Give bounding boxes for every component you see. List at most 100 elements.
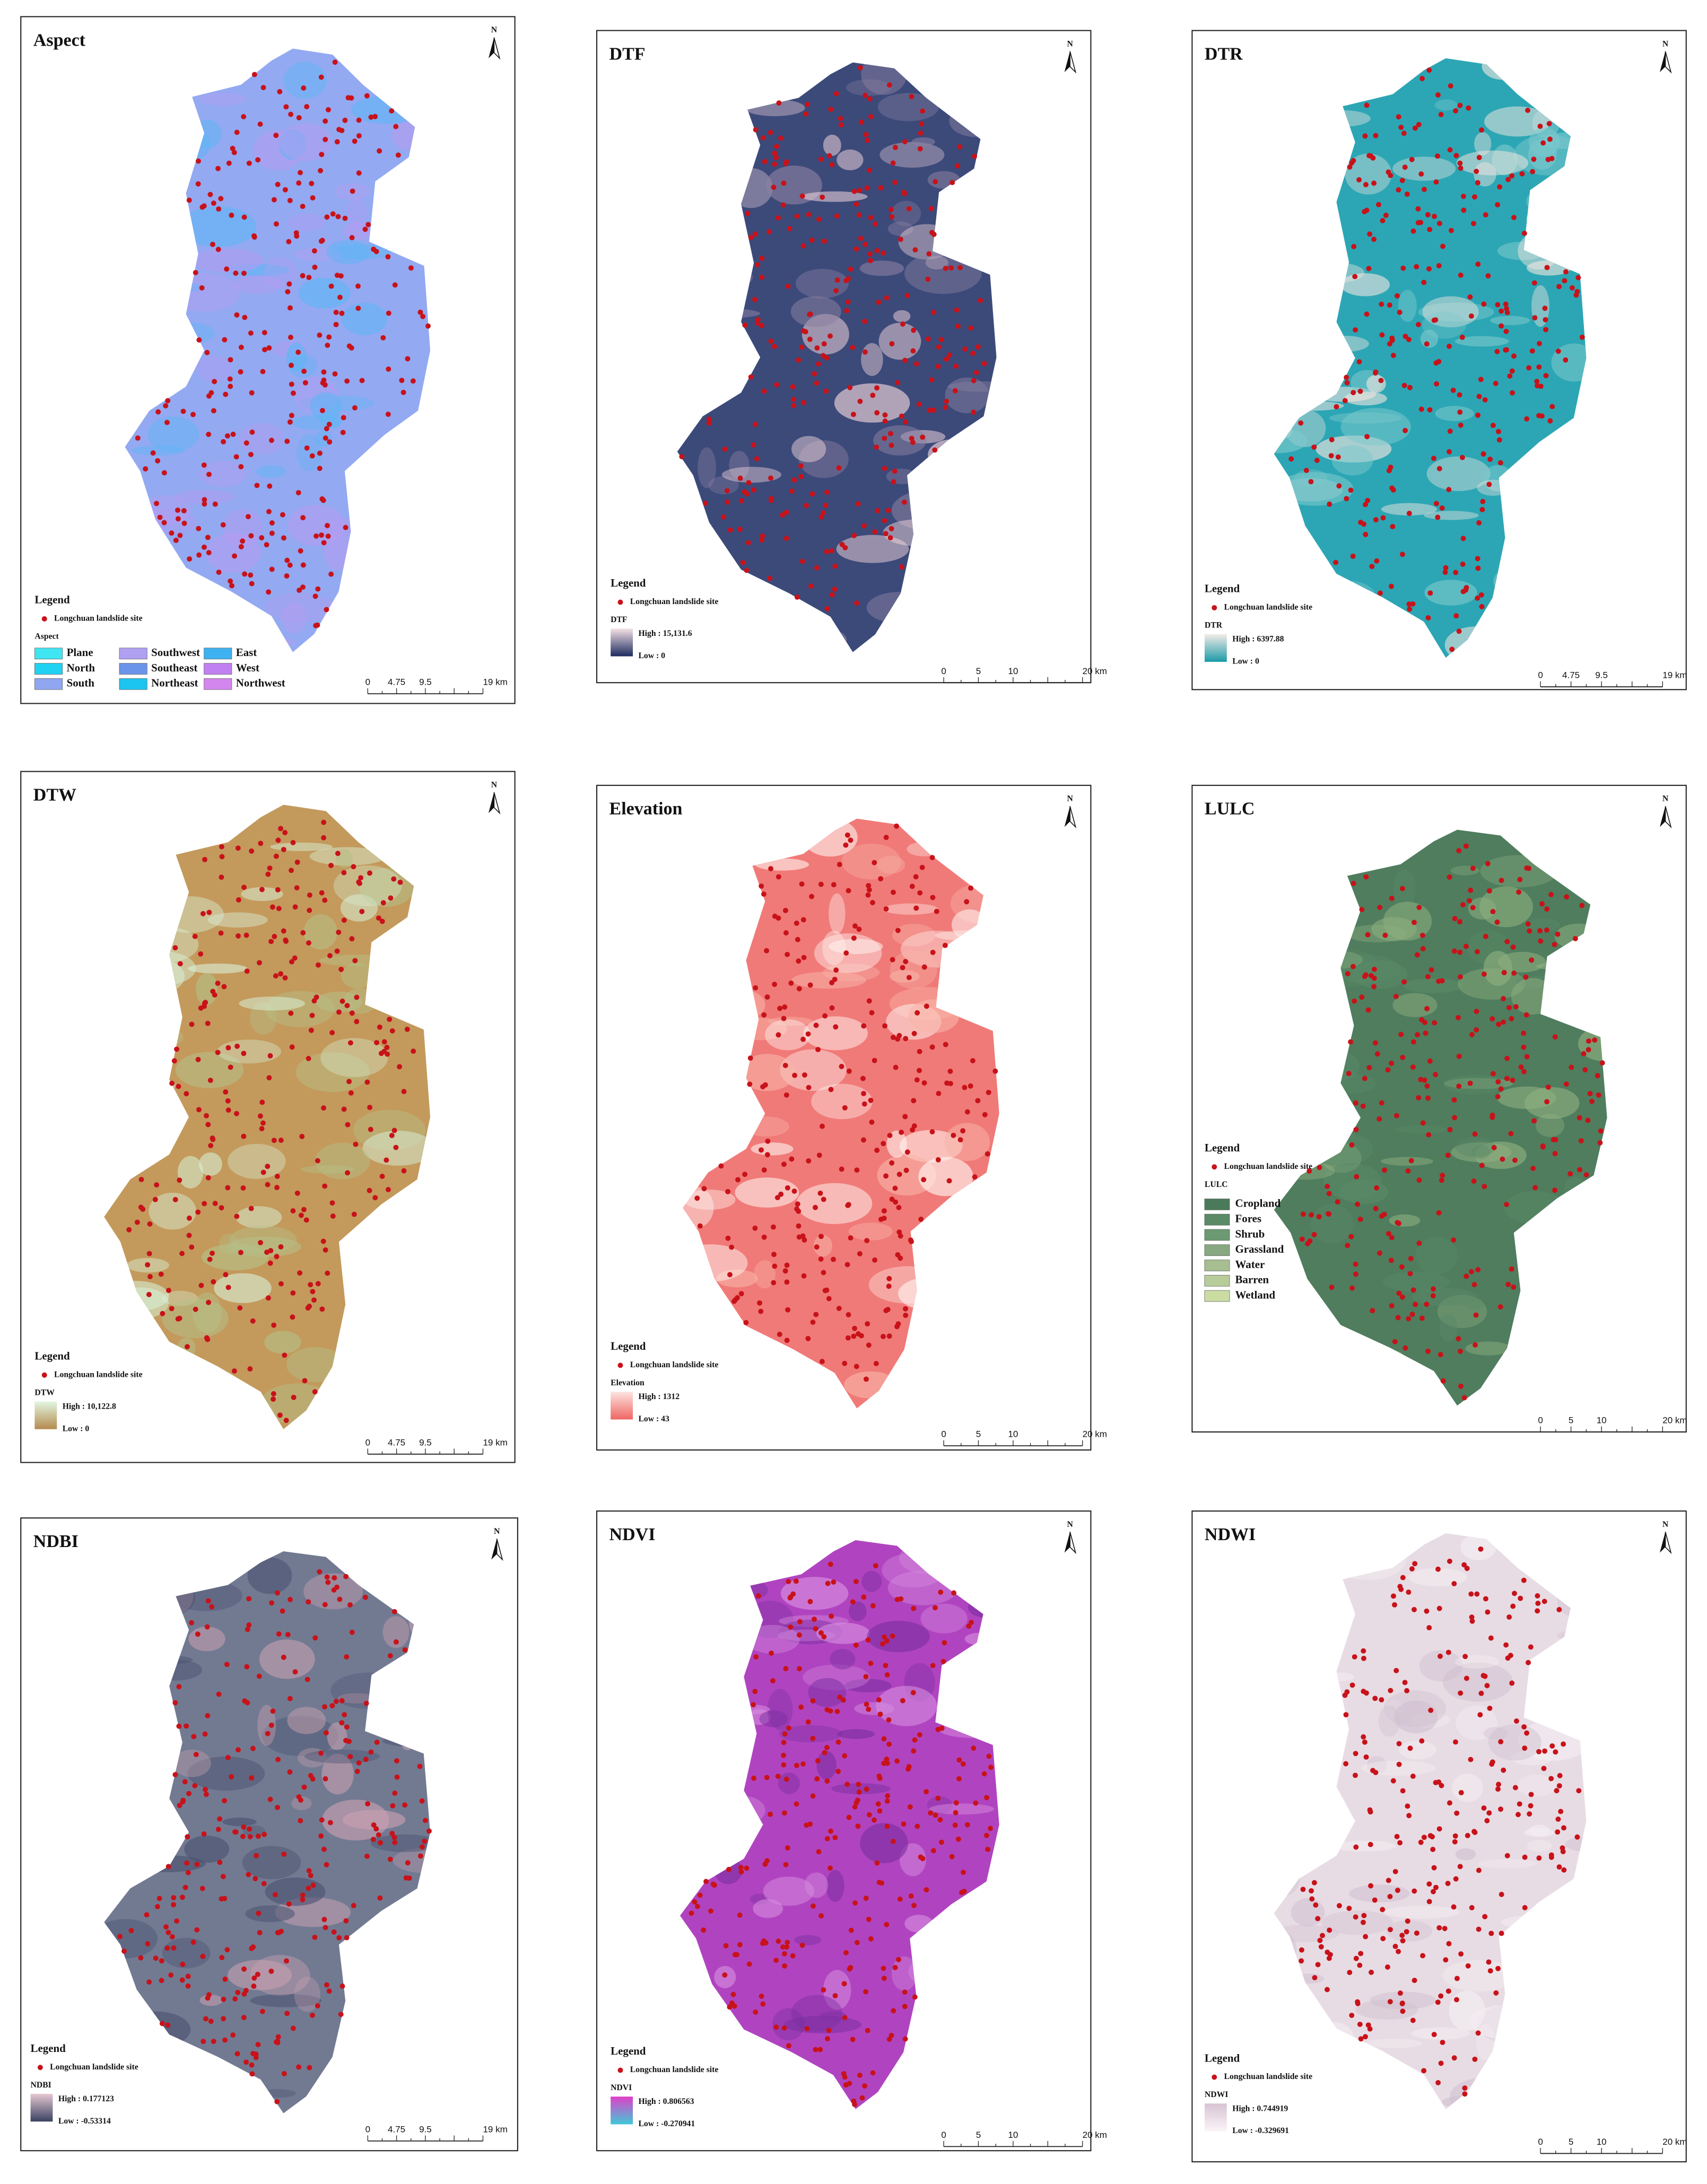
landslide-site [1431,1286,1436,1292]
landslide-site [1569,1064,1574,1070]
landslide-site [154,501,160,506]
landslide-site [737,1942,743,1947]
landslide-site [265,1182,271,1187]
landslide-site [1299,1236,1305,1242]
map-patch [1443,1074,1505,1095]
landslide-site [1578,1138,1584,1143]
landslide-site [824,1778,830,1784]
landslide-site [306,1868,312,1874]
landslide-site [1461,194,1466,199]
landslide-site [249,2062,255,2068]
landslide-site [145,1262,151,1268]
panel-title: DTR [1205,44,1243,64]
landslide-site [1543,373,1549,379]
landslide-site [1320,1933,1325,1938]
landslide-site [273,133,279,138]
landslide-site [344,1935,350,1941]
landslide-site [1427,226,1433,232]
landslide-site [1368,1809,1373,1815]
landslide-site [726,1866,731,1872]
landslide-site [796,1632,802,1638]
landslide-site [1438,2060,1444,2066]
map-patch [891,1956,917,1991]
landslide-site [805,101,811,107]
landslide-site [117,1934,123,1940]
landslide-site [321,1846,327,1852]
landslide-site [1365,497,1371,503]
landslide-site [1561,1825,1566,1831]
landslide-site [1524,1054,1530,1060]
landslide-site [1329,1285,1335,1290]
map-patch [229,1226,297,1254]
landslide-site [1426,1881,1432,1887]
landslide-site [913,874,919,880]
landslide-site [400,389,406,395]
landslide-site [1396,1761,1402,1767]
landslide-site [367,870,372,876]
landslide-site [1335,454,1341,460]
map-patch [900,1843,926,1876]
landslide-site [205,1713,211,1718]
landslide-site [329,1703,335,1709]
landslide-site [217,1816,223,1822]
landslide-site [206,471,212,477]
landslide-site [964,1822,970,1828]
landslide-site [284,1958,289,1964]
landslide-site [817,1190,823,1196]
landslide-site [949,1854,955,1859]
map-patch [876,1685,937,1726]
landslide-site [824,1744,830,1750]
landslide-site [1530,1166,1536,1172]
landslide-site [1474,1027,1479,1033]
north-arrow [1064,806,1070,827]
landslide-site [222,1976,228,1982]
landslide-site [246,1622,252,1628]
landslide-site [772,161,778,167]
landslide-site [924,1887,929,1893]
legend-high: High : 15,131.6 [638,629,692,638]
map-patch [294,1977,320,2012]
landslide-site [171,1945,177,1951]
landslide-site [1458,1790,1464,1796]
landslide-site [278,1281,284,1287]
landslide-site [745,540,751,546]
landslide-site [1473,1312,1479,1318]
landslide-site [1451,948,1457,954]
north-arrow [1660,51,1666,73]
landslide-site [784,1279,790,1285]
map-patch [804,1872,829,1898]
landslide-site [1462,1654,1468,1659]
landslide-site [1400,1788,1406,1794]
landslide-site [706,420,712,426]
panel-title: Elevation [609,799,683,819]
landslide-site [1577,1167,1582,1173]
map-patch [1479,886,1533,928]
landslide-site [1377,1250,1382,1256]
landslide-site [241,1824,247,1830]
landslide-site [1501,969,1507,975]
map-patch [1424,580,1477,606]
map-patch [735,1177,799,1208]
landslide-site [1416,121,1422,127]
landslide-site [913,905,919,911]
landslide-site [301,85,307,91]
landslide-site [1503,1642,1509,1648]
map-patch [286,213,326,231]
map-patch [1392,156,1456,181]
landslide-site [764,1152,770,1158]
landslide-site [810,1698,816,1703]
landslide-site [862,318,868,324]
landslide-site [152,1196,158,1202]
landslide-site [803,329,808,335]
landslide-site [376,1832,381,1838]
landslide-site [186,1790,192,1796]
landslide-site [851,2098,857,2104]
landslide-site [815,361,821,367]
landslide-site [138,1955,144,1961]
landslide-site [1349,2013,1355,2019]
landslide-site [1473,1342,1478,1348]
landslide-site [758,1308,764,1314]
landslide-site [1414,952,1420,958]
landslide-site [817,2047,823,2052]
landslide-site [895,1036,901,1042]
